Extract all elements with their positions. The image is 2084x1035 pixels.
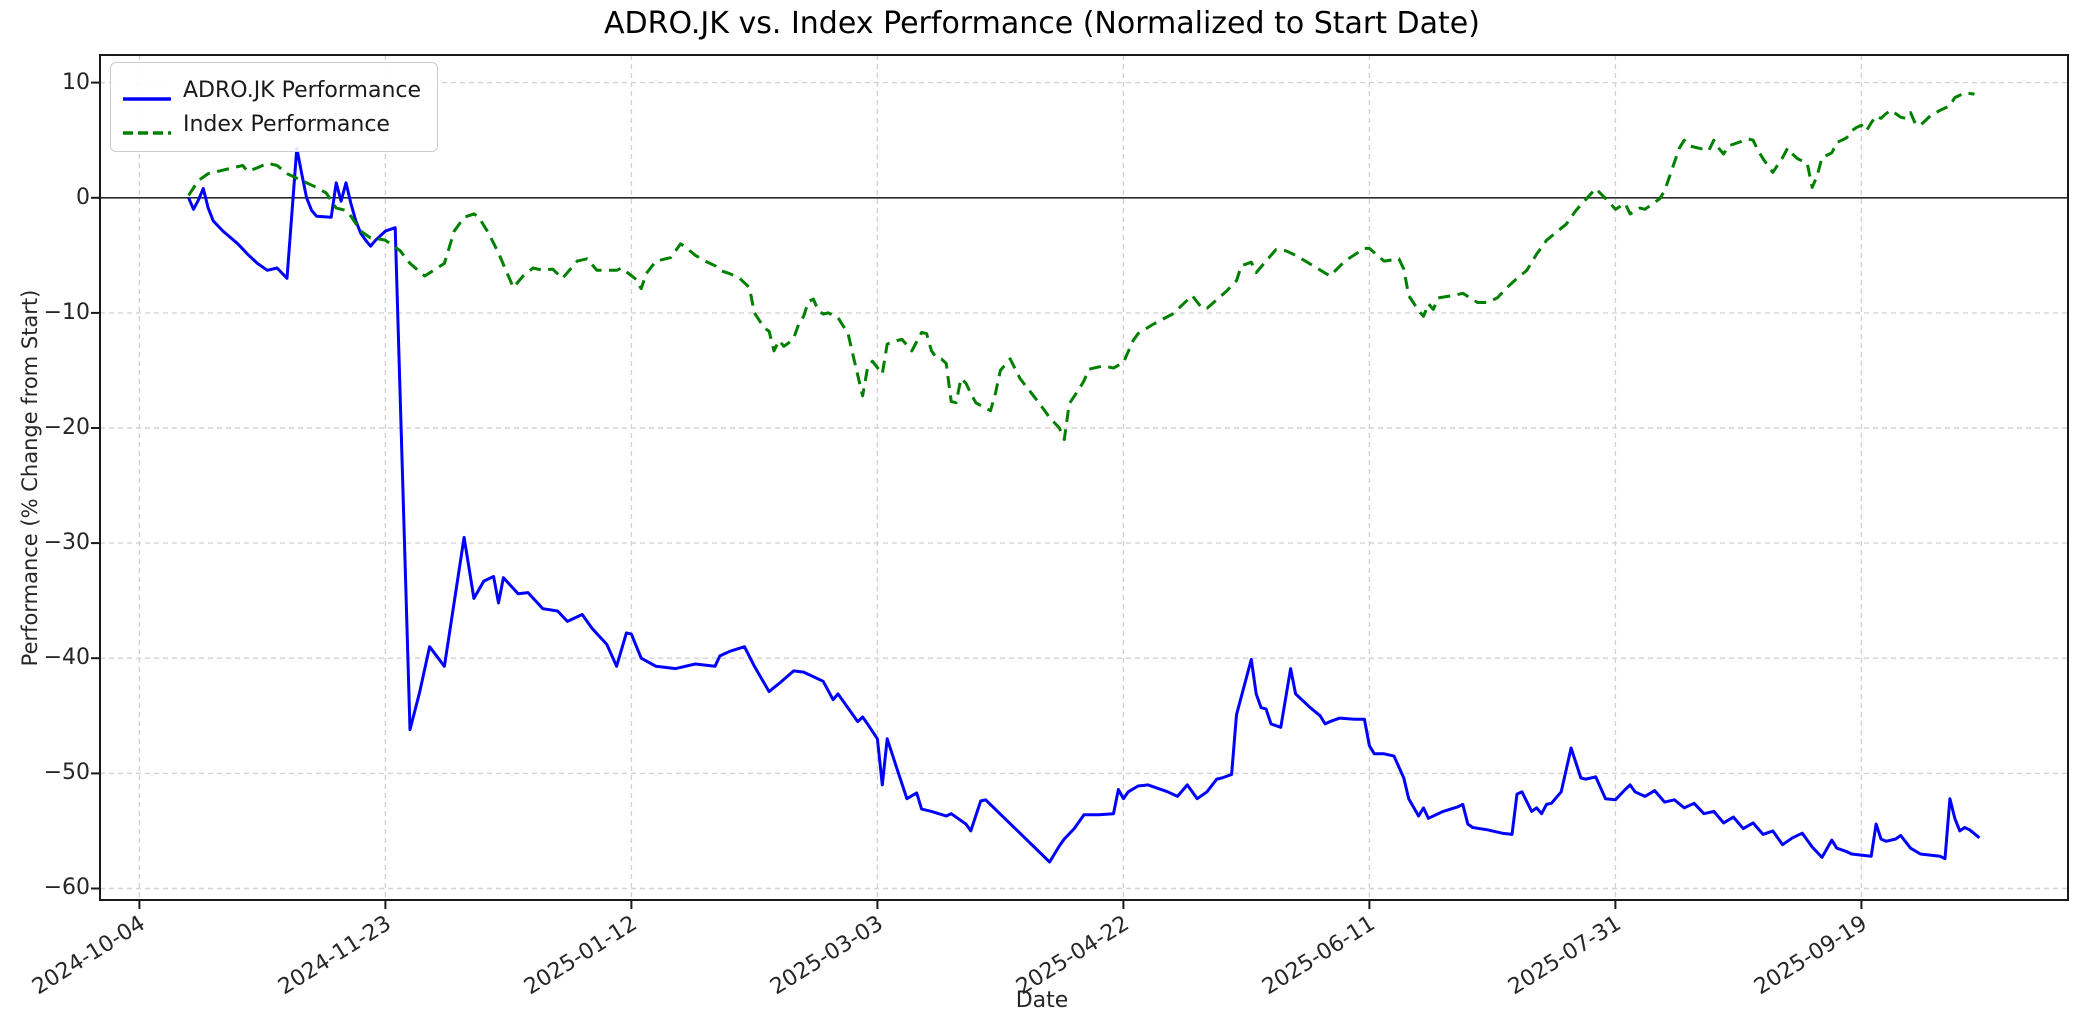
y-tick-label: −50	[43, 760, 90, 786]
legend-item-index: Index Performance	[123, 107, 421, 141]
y-tick-label: −40	[43, 645, 90, 671]
y-tick-label: −20	[43, 414, 90, 440]
y-tick-label: −10	[43, 299, 90, 325]
legend: ADRO.JK Performance Index Performance	[110, 62, 439, 152]
legend-line-sample-solid	[123, 87, 171, 101]
y-tick-label: −60	[43, 875, 90, 901]
legend-item-adro: ADRO.JK Performance	[123, 73, 421, 107]
chart-title: ADRO.JK vs. Index Performance (Normalize…	[604, 6, 1480, 41]
legend-line-sample-dashed	[123, 121, 171, 135]
series-line-1	[187, 91, 1975, 441]
y-tick-label: −30	[43, 530, 90, 556]
grid	[100, 55, 2068, 900]
series-line-0	[187, 146, 1981, 864]
legend-label: Index Performance	[183, 111, 390, 137]
x-axis-label: Date	[1015, 988, 1069, 1013]
tick-marks	[91, 81, 1863, 909]
y-tick-label: 0	[76, 184, 90, 210]
legend-label: ADRO.JK Performance	[183, 77, 422, 103]
y-axis-label: Performance (% Change from Start)	[18, 289, 42, 667]
y-tick-label: 10	[62, 69, 90, 95]
plot-border	[99, 54, 2069, 901]
